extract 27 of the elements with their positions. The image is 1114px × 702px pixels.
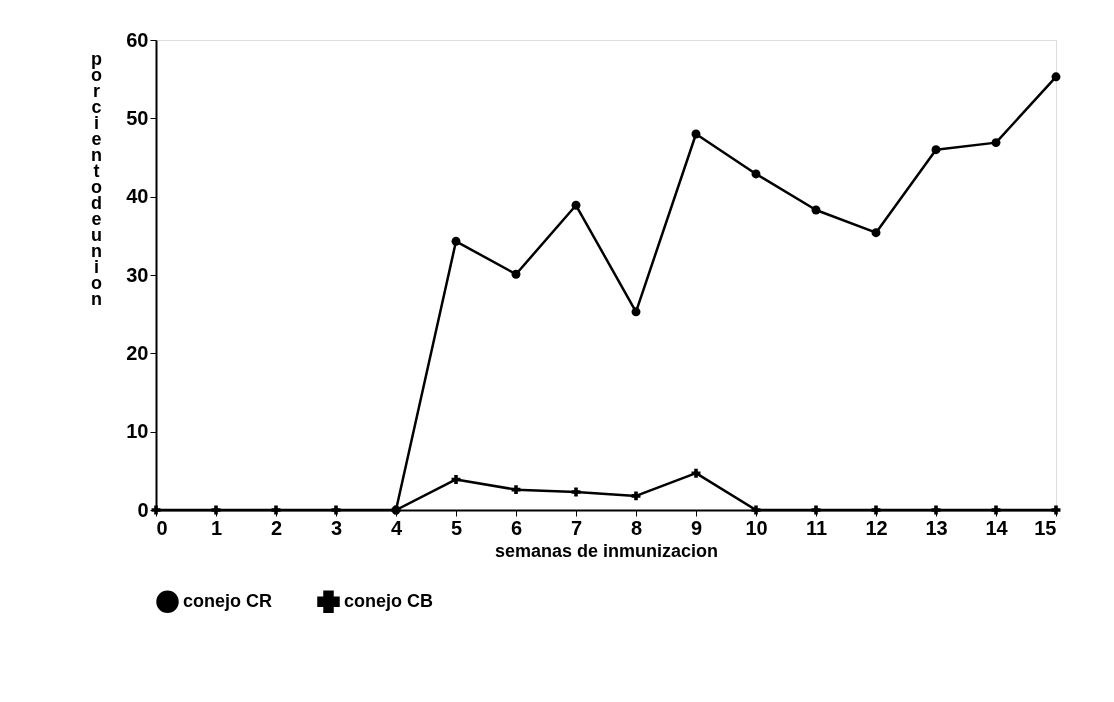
x-tick-label: 15 (1034, 516, 1057, 539)
y-tick-label: 30 (126, 263, 149, 286)
legend-label: conejo CB (344, 590, 434, 611)
x-tick-label: 5 (450, 516, 463, 539)
x-tick-label: 9 (690, 516, 703, 539)
x-tick-label: 13 (925, 516, 948, 539)
x-tick-label: 0 (156, 516, 168, 539)
y-tick-label: 20 (126, 341, 149, 364)
x-tick-label: 8 (630, 516, 643, 539)
y-tick-label: 50 (126, 106, 149, 129)
x-axis-title: semanas de inmunizacion (494, 540, 719, 561)
text: porciento de union (91, 48, 102, 309)
x-tick-label: 10 (745, 516, 768, 539)
x-tick-label: 7 (570, 516, 583, 539)
x-tick-label: 4 (390, 516, 403, 539)
legend-label: conejo CR (183, 590, 273, 611)
x-tick-label: 6 (510, 516, 523, 539)
x-tick-label: 2 (270, 516, 283, 539)
x-tick-label: 3 (330, 516, 343, 539)
x-tick-label: 11 (805, 516, 828, 539)
y-tick-label: 10 (126, 420, 149, 443)
y-tick-label: 60 (126, 28, 149, 51)
y-tick-label: 0 (137, 498, 149, 521)
x-tick-label: 12 (865, 516, 888, 539)
y-tick-label: 40 (126, 185, 149, 208)
x-tick-label: 14 (985, 516, 1009, 539)
x-tick-label: 1 (210, 516, 223, 539)
